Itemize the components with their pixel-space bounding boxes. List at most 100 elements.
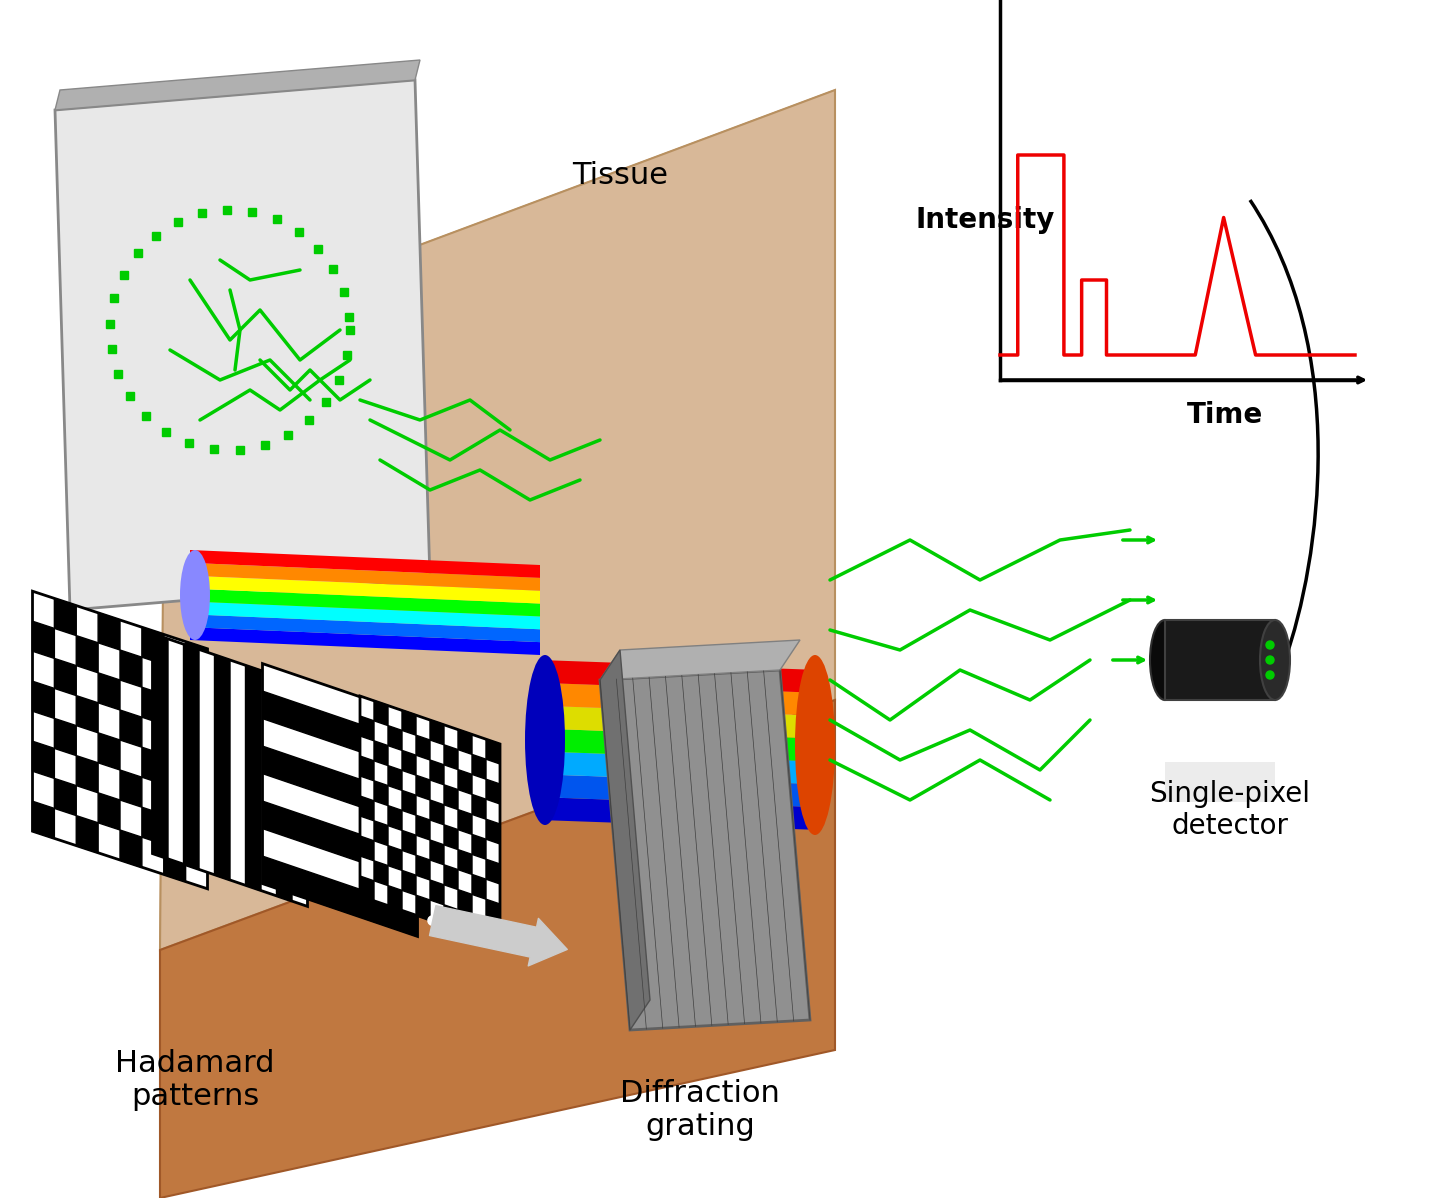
Polygon shape — [190, 627, 540, 655]
Polygon shape — [487, 900, 500, 924]
Polygon shape — [360, 696, 500, 944]
Polygon shape — [186, 822, 207, 859]
Polygon shape — [374, 740, 387, 766]
Ellipse shape — [795, 655, 835, 835]
Polygon shape — [402, 791, 416, 815]
Bar — [163, 428, 170, 436]
Ellipse shape — [1151, 621, 1179, 700]
Polygon shape — [143, 688, 164, 725]
Bar — [343, 351, 351, 359]
Polygon shape — [458, 890, 472, 914]
Polygon shape — [431, 840, 444, 865]
Polygon shape — [431, 760, 444, 785]
Bar — [107, 320, 114, 327]
Polygon shape — [183, 645, 199, 870]
Bar — [323, 398, 330, 406]
Polygon shape — [487, 819, 500, 845]
FancyArrowPatch shape — [429, 906, 567, 966]
Polygon shape — [444, 785, 458, 810]
Polygon shape — [120, 651, 143, 688]
Polygon shape — [387, 726, 402, 750]
Bar — [330, 265, 337, 273]
Text: Single-pixel
detector: Single-pixel detector — [1149, 780, 1310, 840]
Text: Time: Time — [1187, 401, 1263, 429]
Polygon shape — [444, 904, 458, 930]
Polygon shape — [33, 591, 207, 889]
Bar — [236, 446, 243, 454]
Bar — [120, 271, 128, 279]
Polygon shape — [190, 615, 540, 642]
Bar — [151, 231, 160, 240]
Polygon shape — [387, 766, 402, 791]
Polygon shape — [360, 876, 374, 901]
Polygon shape — [262, 746, 418, 827]
Polygon shape — [33, 801, 55, 839]
Polygon shape — [540, 774, 819, 807]
Polygon shape — [164, 845, 186, 882]
Bar — [114, 370, 122, 377]
Bar — [284, 431, 292, 438]
Polygon shape — [215, 655, 230, 881]
Polygon shape — [120, 770, 143, 807]
Polygon shape — [55, 60, 420, 110]
Polygon shape — [540, 706, 819, 739]
Polygon shape — [190, 588, 540, 617]
Polygon shape — [160, 90, 835, 950]
Bar — [111, 295, 118, 302]
Polygon shape — [416, 895, 431, 920]
Polygon shape — [387, 846, 402, 871]
Polygon shape — [360, 716, 374, 740]
Bar — [210, 444, 217, 453]
Polygon shape — [540, 797, 819, 830]
Polygon shape — [487, 739, 500, 764]
Polygon shape — [540, 683, 819, 715]
Ellipse shape — [1260, 621, 1290, 700]
Polygon shape — [33, 742, 55, 779]
Polygon shape — [98, 613, 120, 651]
Polygon shape — [98, 673, 120, 710]
Bar — [1165, 621, 1274, 700]
Bar — [314, 244, 323, 253]
Bar — [346, 313, 353, 321]
Bar — [134, 249, 141, 258]
Polygon shape — [374, 781, 387, 805]
Polygon shape — [276, 676, 292, 901]
Polygon shape — [374, 861, 387, 885]
Bar — [186, 438, 193, 447]
Polygon shape — [55, 659, 76, 696]
Polygon shape — [55, 80, 431, 610]
Polygon shape — [190, 601, 540, 629]
Polygon shape — [120, 710, 143, 748]
Polygon shape — [164, 785, 186, 822]
Polygon shape — [76, 696, 98, 733]
Polygon shape — [472, 794, 487, 819]
Bar — [295, 228, 302, 236]
Polygon shape — [153, 634, 168, 859]
Polygon shape — [76, 636, 98, 673]
Polygon shape — [186, 702, 207, 739]
Polygon shape — [458, 769, 472, 794]
Bar — [305, 417, 312, 424]
Polygon shape — [431, 881, 444, 904]
Polygon shape — [458, 730, 472, 755]
Polygon shape — [402, 710, 416, 736]
Polygon shape — [160, 700, 835, 1198]
Bar — [1165, 762, 1274, 801]
Text: Tissue: Tissue — [572, 161, 668, 189]
Polygon shape — [416, 815, 431, 840]
Polygon shape — [540, 660, 819, 692]
Polygon shape — [164, 725, 186, 762]
Ellipse shape — [526, 655, 564, 825]
Polygon shape — [374, 701, 387, 726]
Polygon shape — [416, 736, 431, 760]
Polygon shape — [472, 914, 487, 939]
Polygon shape — [402, 871, 416, 895]
Polygon shape — [416, 775, 431, 800]
Polygon shape — [360, 756, 374, 781]
Polygon shape — [160, 90, 835, 950]
Polygon shape — [360, 795, 374, 821]
Polygon shape — [540, 728, 819, 762]
Text: Intensity: Intensity — [916, 206, 1054, 234]
Polygon shape — [143, 748, 164, 785]
Polygon shape — [487, 779, 500, 804]
